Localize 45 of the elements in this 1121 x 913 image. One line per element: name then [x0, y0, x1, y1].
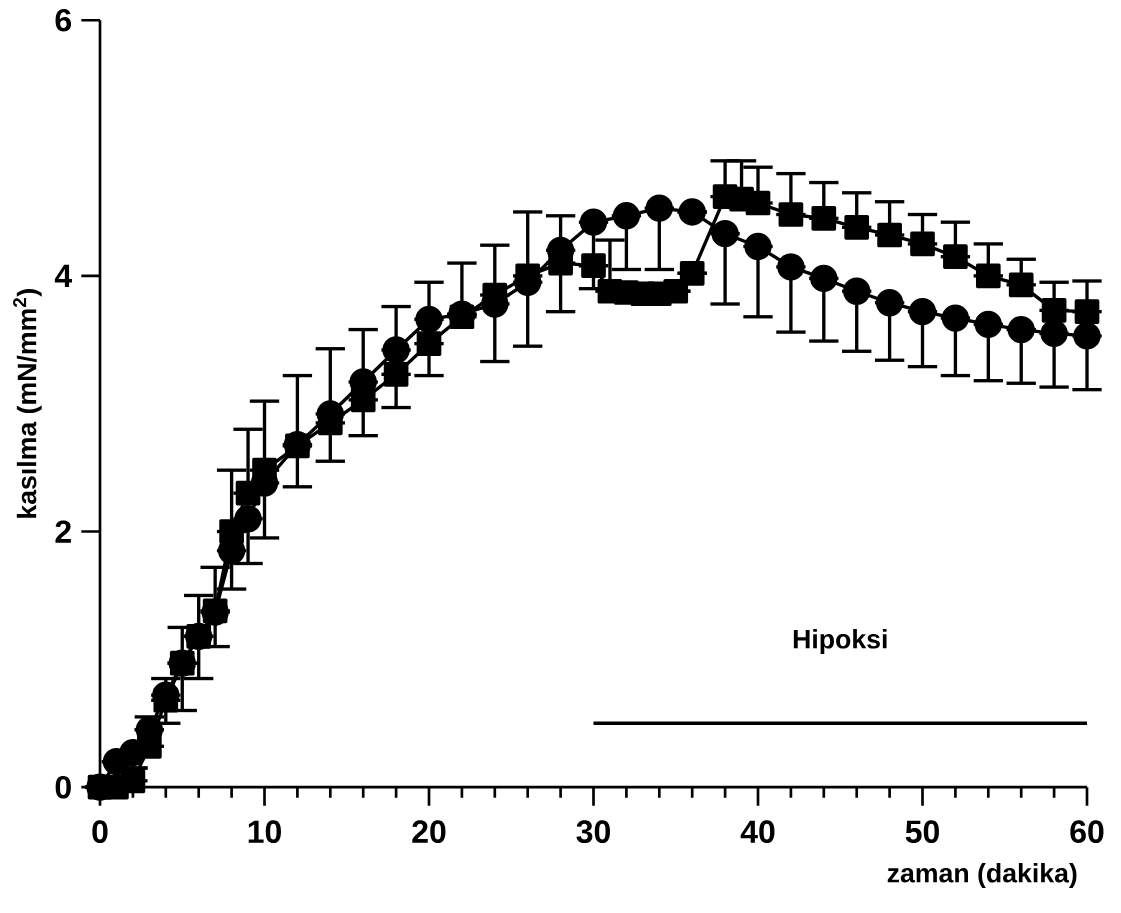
point	[844, 214, 870, 240]
point	[169, 650, 195, 676]
x-tick-label: 60	[1070, 820, 1104, 843]
point	[416, 331, 442, 356]
x-tick-label: 50	[905, 820, 939, 843]
point	[711, 219, 739, 248]
point	[941, 304, 970, 332]
point	[137, 733, 162, 759]
y-axis-title: kasılma (mN/mm$^{2}$)	[13, 289, 42, 518]
point	[943, 244, 968, 269]
point	[120, 768, 146, 794]
y-tick-label: 0	[55, 775, 71, 799]
point	[350, 387, 376, 413]
point	[612, 202, 641, 230]
point	[877, 222, 902, 248]
point	[663, 278, 689, 304]
y-tick-label: 2	[55, 520, 71, 543]
x-tick-label: 20	[412, 820, 446, 843]
point	[777, 253, 805, 281]
point	[810, 264, 838, 293]
point	[875, 288, 904, 317]
point	[843, 277, 871, 305]
point	[910, 231, 935, 257]
point	[153, 687, 179, 713]
point	[515, 263, 541, 289]
point	[908, 297, 937, 326]
point	[974, 310, 1002, 339]
point	[975, 263, 1001, 289]
point	[744, 232, 772, 261]
x-tick-label: 10	[248, 820, 281, 843]
y-tick-label: 4	[54, 264, 73, 287]
point	[102, 747, 131, 776]
point	[285, 433, 310, 459]
x-tick-label: 40	[740, 820, 775, 843]
y-tick-label: 6	[55, 8, 72, 32]
point	[202, 598, 228, 624]
point	[219, 519, 244, 544]
point	[235, 480, 261, 506]
x-tick-label: 30	[576, 820, 610, 843]
point	[579, 208, 608, 236]
point	[382, 336, 410, 364]
x-axis-title: zaman (dakika)	[887, 862, 1077, 888]
annotation: Hipoksi	[793, 628, 887, 654]
x-tick-label: 0	[92, 820, 108, 843]
point	[186, 623, 212, 649]
